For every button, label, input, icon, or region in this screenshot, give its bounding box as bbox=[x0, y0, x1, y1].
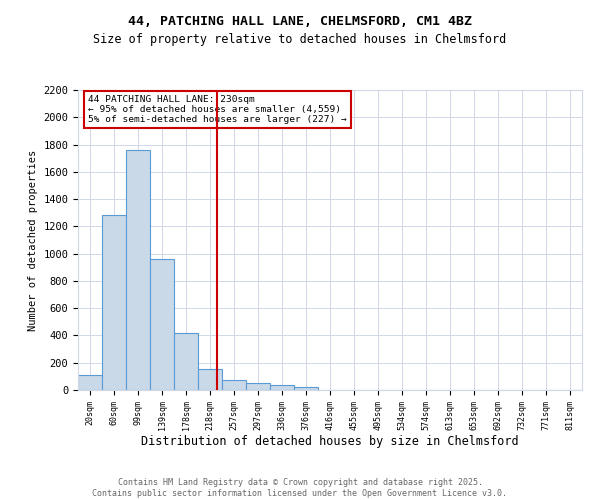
Bar bbox=[222, 380, 246, 390]
Bar bbox=[270, 384, 294, 390]
Bar bbox=[78, 375, 102, 390]
Y-axis label: Number of detached properties: Number of detached properties bbox=[28, 150, 38, 330]
Bar bbox=[198, 369, 222, 390]
Text: Contains HM Land Registry data © Crown copyright and database right 2025.
Contai: Contains HM Land Registry data © Crown c… bbox=[92, 478, 508, 498]
Bar bbox=[126, 150, 150, 390]
Text: 44, PATCHING HALL LANE, CHELMSFORD, CM1 4BZ: 44, PATCHING HALL LANE, CHELMSFORD, CM1 … bbox=[128, 15, 472, 28]
Text: Size of property relative to detached houses in Chelmsford: Size of property relative to detached ho… bbox=[94, 32, 506, 46]
Bar bbox=[102, 216, 126, 390]
Bar bbox=[174, 332, 198, 390]
Bar bbox=[246, 382, 270, 390]
Bar bbox=[294, 388, 318, 390]
Bar bbox=[150, 259, 174, 390]
Text: 44 PATCHING HALL LANE: 230sqm
← 95% of detached houses are smaller (4,559)
5% of: 44 PATCHING HALL LANE: 230sqm ← 95% of d… bbox=[88, 94, 347, 124]
X-axis label: Distribution of detached houses by size in Chelmsford: Distribution of detached houses by size … bbox=[141, 436, 519, 448]
